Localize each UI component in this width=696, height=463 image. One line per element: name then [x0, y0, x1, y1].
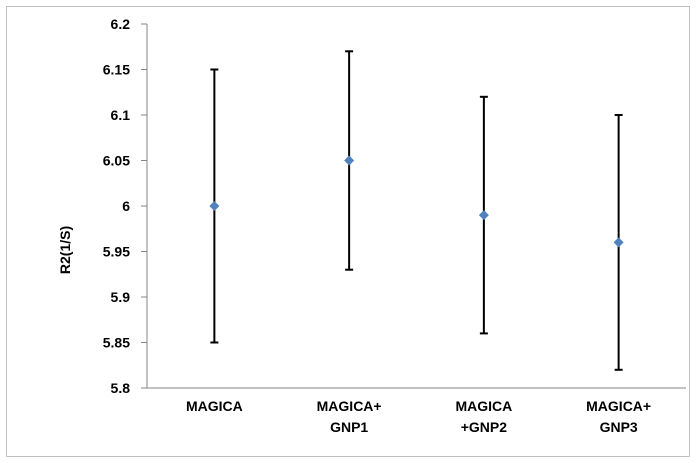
error-bars	[210, 50, 623, 371]
data-point-diamond	[478, 210, 489, 221]
x-category-label-line: +GNP2	[461, 419, 508, 435]
x-category-label: MAGICA+ GNP1	[317, 398, 382, 435]
y-tick-label: 6.2	[111, 16, 131, 32]
y-tick-label: 6	[122, 198, 130, 214]
y-ticks: 5.8 5.85 5.9 5.95 6 6.05 6.1 6.15 6.2	[103, 16, 147, 396]
x-category-label-line: MAGICA	[186, 398, 243, 414]
data-point-diamond	[209, 201, 220, 211]
x-category-label-line: MAGICA+	[586, 398, 651, 414]
data-point-diamond	[613, 237, 624, 248]
y-tick-label: 5.9	[111, 289, 131, 305]
y-tick-label: 5.95	[103, 244, 130, 260]
data-points	[209, 155, 624, 248]
x-category-label-line: MAGICA	[455, 398, 512, 414]
data-point-diamond	[344, 155, 355, 166]
y-tick-label: 6.15	[103, 62, 130, 78]
axes	[146, 24, 686, 389]
y-tick-label: 5.8	[111, 380, 131, 396]
x-category-label-line: GNP3	[600, 419, 638, 435]
y-tick-label: 6.05	[103, 153, 130, 169]
y-axis-title: R2(1/S)	[57, 226, 73, 274]
x-category-label-line: MAGICA+	[317, 398, 382, 414]
x-category-labels: MAGICA MAGICA+ GNP1 MAGICA +GNP2 MAGICA+ GNP3	[186, 398, 651, 435]
x-category-label: MAGICA	[186, 398, 243, 414]
chart-frame	[6, 6, 690, 457]
x-category-label-line: GNP1	[330, 419, 368, 435]
y-tick-label: 5.85	[103, 335, 130, 351]
y-tick-label: 6.1	[111, 107, 131, 123]
x-category-label: MAGICA +GNP2	[455, 398, 512, 435]
x-category-label: MAGICA+ GNP3	[586, 398, 651, 435]
